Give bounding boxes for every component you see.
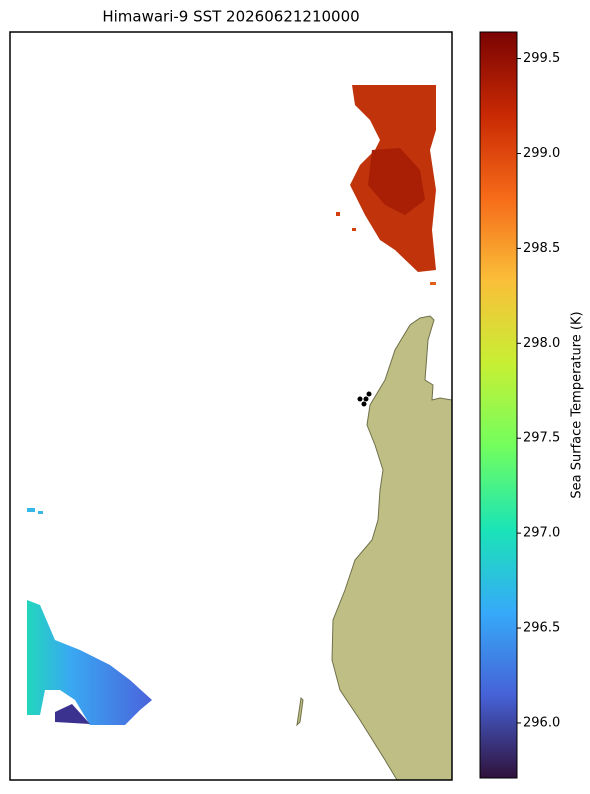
island	[296, 696, 304, 727]
colorbar-tick-label: 297.5	[523, 431, 560, 446]
colorbar-tick-label: 298.5	[523, 241, 560, 256]
map-title: Himawari-9 SST 20260621210000	[102, 8, 359, 26]
station	[357, 396, 363, 402]
station	[361, 401, 367, 407]
sst-patch-cold	[55, 704, 90, 724]
colorbar-tick-label: 296.5	[523, 621, 560, 636]
sst-pixel	[336, 212, 340, 216]
sst-pixel	[27, 508, 35, 512]
map-frame	[9, 31, 453, 781]
colorbar-label: Sea Surface Temperature (K)	[570, 311, 585, 498]
map	[9, 31, 453, 781]
colorbar-fill	[479, 31, 518, 779]
sst-patch-cool	[27, 600, 152, 725]
colorbar-tick-label: 298.0	[523, 336, 560, 351]
colorbar-tick-label: 296.0	[523, 715, 560, 730]
colorbar-tick-label: 299.0	[523, 146, 560, 161]
sst-pixel	[352, 228, 356, 231]
sst-pixel	[38, 511, 43, 514]
station	[363, 396, 369, 402]
colorbar: 296.0 296.5 297.0 297.5 298.0 298.5 299.0 299.5	[479, 31, 560, 779]
station	[366, 391, 372, 397]
land	[331, 315, 453, 781]
colorbar-tick-label: 297.0	[523, 526, 560, 541]
sst-pixel	[430, 282, 436, 285]
sst-patch-warm-core	[368, 148, 425, 215]
colorbar-tick-label: 299.5	[523, 51, 560, 66]
